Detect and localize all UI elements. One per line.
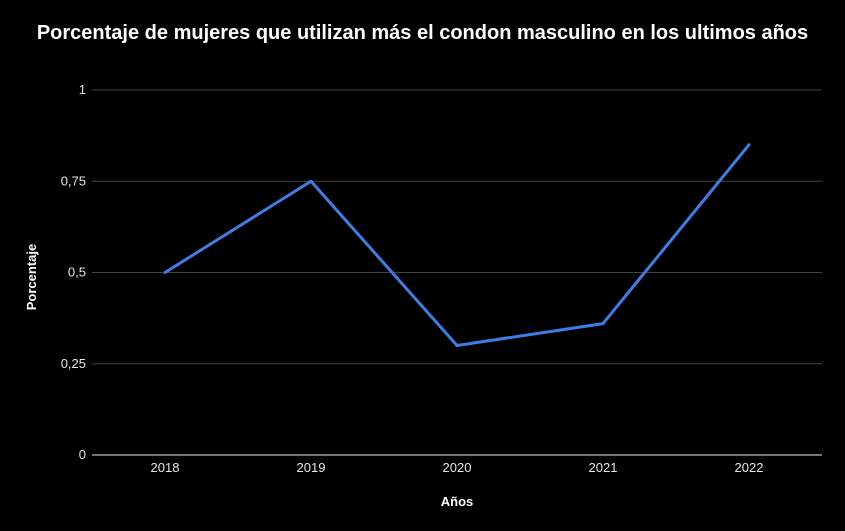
data-point — [309, 179, 313, 183]
gridlines — [92, 89, 822, 456]
series-line — [164, 143, 751, 347]
x-tick-label: 2022 — [735, 460, 764, 475]
x-tick-label: 2020 — [443, 460, 472, 475]
x-axis-ticks: 2018 2019 2020 2021 2022 — [151, 460, 764, 475]
y-tick-label: 0,25 — [61, 356, 86, 371]
chart-title: Porcentaje de mujeres que utilizan más e… — [36, 22, 809, 44]
x-tick-label: 2018 — [151, 460, 180, 475]
data-point — [747, 143, 751, 147]
x-tick-label: 2021 — [589, 460, 618, 475]
data-point — [601, 322, 605, 326]
y-tick-label: 1 — [79, 82, 86, 97]
data-point — [455, 344, 459, 347]
y-axis-title: Porcentaje — [24, 244, 39, 310]
y-tick-label: 0,5 — [68, 265, 86, 280]
data-point — [163, 271, 167, 274]
x-axis-title: Años — [441, 494, 474, 509]
y-axis-ticks: 0 0,25 0,5 0,75 1 — [61, 82, 86, 462]
y-tick-label: 0 — [79, 447, 86, 462]
x-tick-label: 2019 — [297, 460, 326, 475]
series-lines — [163, 143, 751, 347]
y-tick-label: 0,75 — [61, 173, 86, 188]
